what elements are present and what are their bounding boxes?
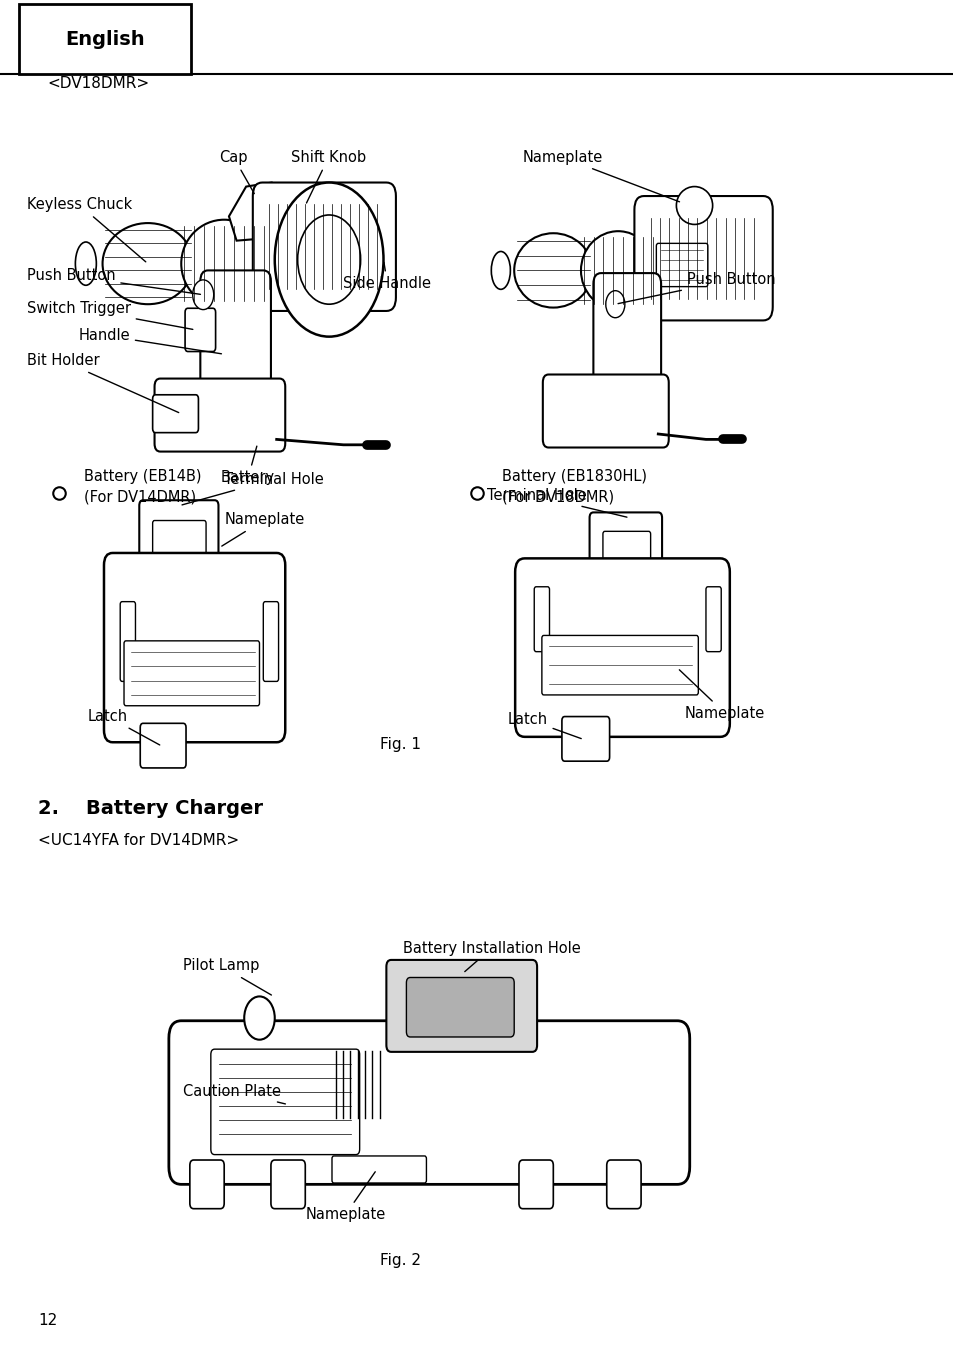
Text: Fig. 2: Fig. 2: [380, 1253, 420, 1268]
FancyBboxPatch shape: [211, 1049, 359, 1155]
FancyBboxPatch shape: [140, 723, 186, 768]
Polygon shape: [229, 183, 291, 241]
Ellipse shape: [181, 219, 267, 307]
Text: Bit Holder: Bit Holder: [27, 353, 178, 412]
FancyBboxPatch shape: [634, 196, 772, 320]
Text: Fig. 1: Fig. 1: [380, 737, 420, 752]
Text: Side Handle: Side Handle: [343, 262, 431, 292]
FancyBboxPatch shape: [332, 1156, 426, 1183]
Text: Push Button: Push Button: [27, 268, 200, 295]
FancyBboxPatch shape: [190, 1160, 224, 1209]
FancyBboxPatch shape: [124, 641, 259, 706]
FancyBboxPatch shape: [200, 270, 271, 403]
Text: Terminal Hole: Terminal Hole: [486, 488, 626, 518]
FancyBboxPatch shape: [593, 273, 660, 396]
FancyBboxPatch shape: [542, 375, 668, 448]
FancyBboxPatch shape: [19, 4, 191, 74]
Text: Battery Installation Hole: Battery Installation Hole: [402, 941, 579, 972]
Text: Latch: Latch: [507, 711, 580, 738]
Text: Caution Plate: Caution Plate: [183, 1083, 285, 1105]
Text: Shift Knob: Shift Knob: [291, 150, 366, 203]
FancyBboxPatch shape: [271, 1160, 305, 1209]
FancyBboxPatch shape: [120, 602, 135, 681]
Text: Push Button: Push Button: [618, 272, 775, 304]
Text: Switch Trigger: Switch Trigger: [27, 300, 193, 330]
Text: Handle: Handle: [78, 327, 221, 354]
FancyBboxPatch shape: [541, 635, 698, 695]
Ellipse shape: [676, 187, 712, 224]
FancyBboxPatch shape: [515, 558, 729, 737]
FancyBboxPatch shape: [154, 379, 285, 452]
Text: Battery: Battery: [221, 446, 274, 485]
Ellipse shape: [514, 233, 592, 307]
Text: Battery (EB14B)
(For DV14DMR): Battery (EB14B) (For DV14DMR): [84, 469, 201, 504]
Ellipse shape: [102, 223, 193, 304]
Circle shape: [274, 183, 383, 337]
Circle shape: [297, 215, 360, 304]
Ellipse shape: [580, 231, 655, 310]
FancyBboxPatch shape: [263, 602, 278, 681]
FancyBboxPatch shape: [606, 1160, 640, 1209]
FancyBboxPatch shape: [561, 717, 609, 761]
Text: Nameplate: Nameplate: [679, 669, 764, 721]
FancyBboxPatch shape: [406, 977, 514, 1037]
FancyBboxPatch shape: [589, 512, 661, 583]
FancyBboxPatch shape: [152, 521, 206, 560]
FancyBboxPatch shape: [104, 553, 285, 742]
Ellipse shape: [75, 242, 96, 285]
Text: Keyless Chuck: Keyless Chuck: [27, 197, 146, 262]
FancyBboxPatch shape: [253, 183, 395, 311]
FancyBboxPatch shape: [386, 960, 537, 1052]
Text: English: English: [65, 30, 145, 49]
FancyBboxPatch shape: [705, 587, 720, 652]
FancyBboxPatch shape: [185, 308, 215, 352]
Circle shape: [193, 280, 213, 310]
Text: 2.    Battery Charger: 2. Battery Charger: [38, 799, 263, 818]
FancyBboxPatch shape: [534, 587, 549, 652]
FancyBboxPatch shape: [139, 500, 218, 576]
Text: <UC14YFA for DV14DMR>: <UC14YFA for DV14DMR>: [38, 833, 239, 848]
Text: Nameplate: Nameplate: [305, 1172, 385, 1222]
Text: Terminal Hole: Terminal Hole: [182, 472, 324, 504]
Text: Pilot Lamp: Pilot Lamp: [183, 959, 271, 995]
Text: Latch: Latch: [88, 708, 159, 745]
Text: <DV18DMR>: <DV18DMR>: [48, 76, 150, 91]
Text: Nameplate: Nameplate: [221, 512, 304, 546]
FancyBboxPatch shape: [518, 1160, 553, 1209]
Text: Battery (EB1830HL)
(For DV18DMR): Battery (EB1830HL) (For DV18DMR): [501, 469, 646, 504]
Text: Cap: Cap: [219, 150, 254, 193]
Circle shape: [244, 996, 274, 1040]
FancyBboxPatch shape: [602, 531, 650, 566]
FancyBboxPatch shape: [656, 243, 707, 287]
Circle shape: [605, 291, 624, 318]
FancyBboxPatch shape: [152, 395, 198, 433]
Text: Nameplate: Nameplate: [522, 150, 679, 201]
FancyBboxPatch shape: [169, 1021, 689, 1184]
Ellipse shape: [491, 251, 510, 289]
Text: 12: 12: [38, 1313, 57, 1328]
